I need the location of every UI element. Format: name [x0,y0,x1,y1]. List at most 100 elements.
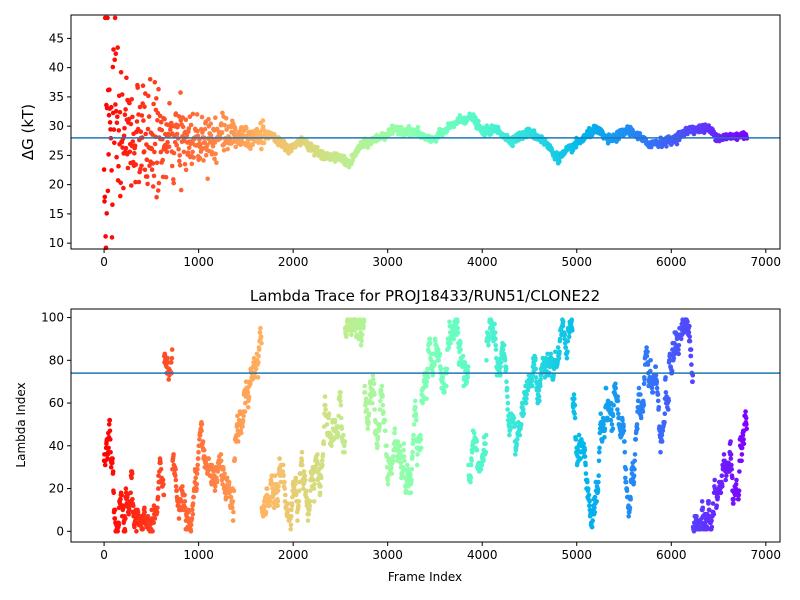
data-point [425,375,431,380]
data-point [245,405,251,410]
data-point [572,415,578,421]
data-point [512,422,517,427]
data-point [209,462,215,468]
y-tick-label: 10 [49,236,64,250]
x-tick-label: 1000 [183,255,214,269]
data-point [737,469,742,474]
data-point [147,163,152,168]
data-point [710,501,716,506]
data-point [493,343,499,348]
data-point [704,524,710,530]
data-point [261,124,266,129]
data-point [168,127,173,132]
data-point [425,366,430,372]
data-point [121,505,126,511]
data-point [498,373,503,378]
data-point [296,503,301,509]
data-point [531,362,537,367]
data-point [177,153,182,158]
data-point [621,428,627,434]
x-tick-label: 3000 [372,255,403,269]
data-point [448,340,453,346]
data-point [666,398,671,404]
data-point [326,411,332,417]
data-point [183,117,189,122]
data-point [659,439,665,444]
data-point [210,143,216,149]
data-point [150,184,156,189]
data-point [430,368,435,374]
data-point [197,432,203,438]
data-point [736,496,741,502]
data-point [263,509,269,515]
data-point [621,424,626,429]
data-point [520,407,526,412]
data-point [152,80,158,85]
top-plot-border [70,14,781,250]
data-point [123,516,128,521]
data-point [389,471,395,476]
data-point [149,167,155,172]
data-point [116,522,122,528]
bottom-chart: Lambda Trace for PROJ18433/RUN51/CLONE22… [14,287,781,584]
data-point [301,469,307,474]
data-point [113,102,118,107]
x-tick-label: 2000 [278,548,309,562]
data-point [276,484,281,489]
data-point [341,432,346,438]
data-point [173,484,179,489]
data-point [128,121,134,127]
data-point [455,319,460,325]
data-point [256,347,262,352]
data-point [739,452,745,457]
data-point [206,456,211,461]
data-point [418,445,424,451]
data-point [159,127,165,133]
data-point [342,439,348,444]
data-point [105,15,110,21]
data-point [632,467,637,472]
data-point [430,373,436,378]
data-point [195,467,200,472]
data-point [438,366,444,372]
data-point [107,417,113,423]
data-point [174,488,179,494]
bottom-points [101,317,749,534]
data-point [342,449,347,455]
data-point [476,118,481,124]
data-point [115,114,120,119]
data-point [190,511,196,517]
data-point [158,467,164,472]
data-point [578,456,583,461]
data-point [634,422,640,427]
data-point [145,126,151,132]
data-point [315,452,320,457]
data-point [299,449,305,455]
top-y-ticks: 10 15 20 25 30 35 40 45 [49,31,71,250]
data-point [392,426,398,432]
data-point [715,494,721,500]
data-point [415,124,421,130]
data-point [632,458,637,464]
data-point [368,381,373,387]
data-point [504,379,509,385]
data-point [524,396,529,402]
data-point [596,479,601,485]
data-point [724,473,729,479]
data-point [414,417,419,423]
data-point [107,428,113,434]
data-point [323,407,328,412]
data-point [118,70,124,75]
data-point [137,104,143,110]
data-point [626,514,631,519]
data-point [212,488,218,494]
data-point [132,151,137,156]
data-point [257,330,263,335]
data-point [173,473,178,479]
data-point [152,149,157,155]
data-point [253,366,259,372]
data-point [446,345,452,350]
data-point [390,458,396,464]
data-point [194,112,200,117]
data-point [188,529,194,534]
